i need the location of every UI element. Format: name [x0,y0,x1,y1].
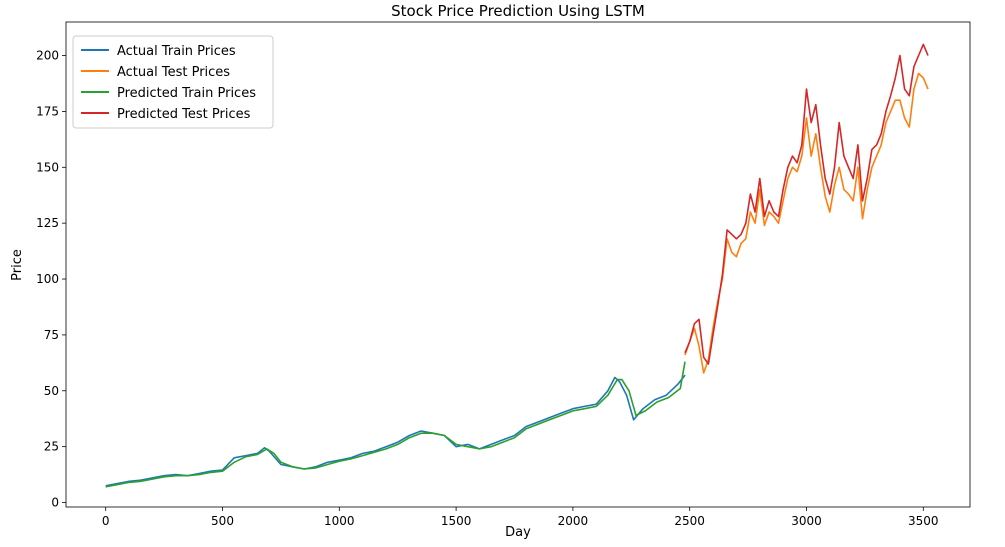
series-lines [105,43,929,488]
x-tick-label: 1500 [441,514,472,528]
y-tick-label: 50 [44,384,59,398]
x-tick-label: 3500 [908,514,939,528]
y-tick-label: 125 [36,216,59,230]
x-tick-label: 500 [211,514,234,528]
legend: Actual Train Prices Actual Test Prices Pre… [72,35,274,129]
x-axis-label: Day [505,525,531,540]
y-tick-label: 75 [44,328,59,342]
y-tick-label: 100 [36,272,59,286]
x-tick-label: 1000 [324,514,355,528]
plot-frame [65,21,971,508]
x-ticks: 0 500 1000 1500 2000 2500 3000 3500 [102,507,939,528]
x-tick-label: 2000 [558,514,589,528]
series-line-1 [105,374,686,487]
y-ticks: 0 25 50 75 100 125 150 175 200 [36,49,66,510]
legend-entry: Predicted Test Prices [117,107,251,122]
y-tick-label: 150 [36,160,59,174]
series-line-4 [684,43,929,365]
x-tick-label: 3000 [791,514,822,528]
y-tick-label: 25 [44,440,59,454]
y-tick-label: 0 [51,496,59,510]
y-tick-label: 200 [36,49,59,63]
legend-entry: Actual Train Prices [117,44,236,59]
x-tick-label: 0 [102,514,110,528]
y-axis-label: Price [10,249,25,281]
series-line-3 [105,361,686,488]
y-tick-label: 175 [36,104,59,118]
legend-entry: Actual Test Prices [117,65,230,80]
x-tick-label: 2500 [674,514,705,528]
legend-frame [72,35,274,129]
legend-entry: Predicted Train Prices [117,86,256,101]
chart-title: Stock Price Prediction Using LSTM [391,2,645,20]
